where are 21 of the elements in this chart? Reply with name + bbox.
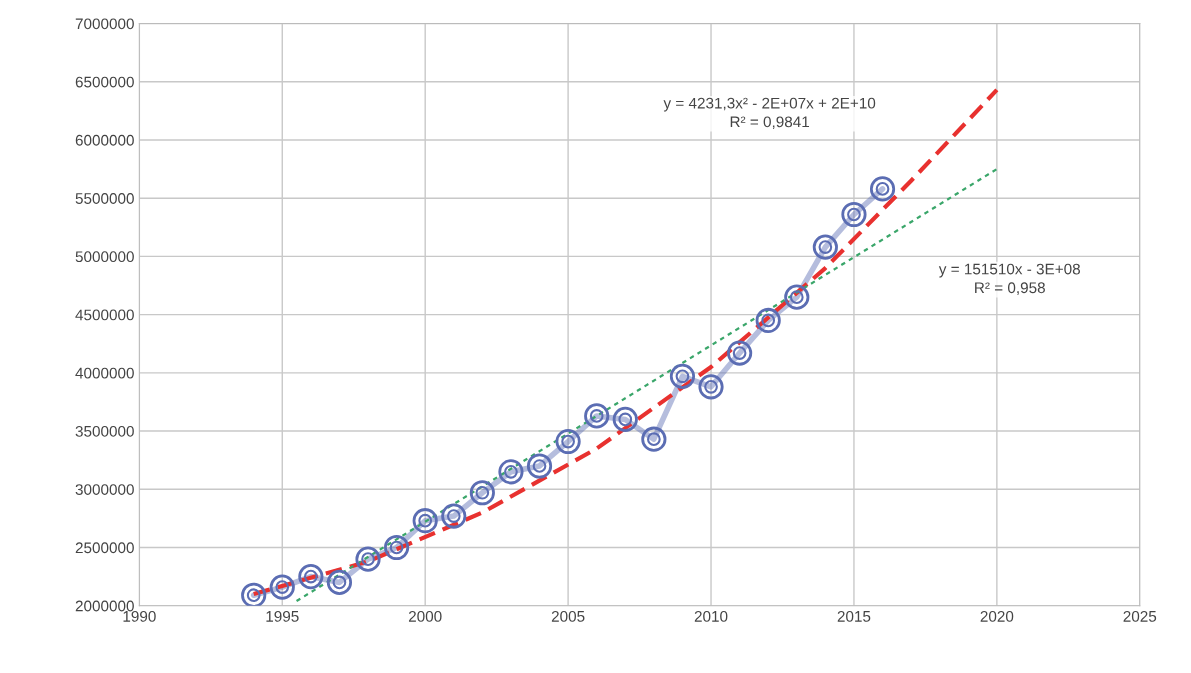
x-tick-label: 1990: [123, 610, 156, 622]
x-tick-label: 1995: [266, 610, 299, 622]
y-tick-label: 4500000: [75, 309, 134, 321]
x-tick-label: 2020: [980, 610, 1014, 622]
y-tick-label: 5000000: [75, 251, 134, 263]
annotation: y = 4231,3x² - 2E+07x + 2E+10 R² = 0,9841: [663, 97, 876, 130]
y-tick-label: 3000000: [75, 484, 134, 495]
y-tick-label: 7000000: [75, 18, 134, 30]
y-tick-label: 6000000: [75, 134, 134, 146]
x-tick-label: 2025: [1123, 610, 1157, 622]
x-tick-label: 2005: [551, 610, 585, 622]
y-tick-label: 5500000: [75, 193, 134, 204]
y-tick-label: 6500000: [75, 76, 134, 88]
x-tick-label: 2015: [837, 610, 871, 622]
y-tick-label: 3500000: [75, 425, 134, 437]
y-tick-label: 2000000: [75, 600, 134, 612]
y-tick-label: 4000000: [75, 367, 134, 379]
x-tick-label: 2000: [408, 610, 442, 622]
y-tick-label: 2500000: [75, 542, 134, 554]
annotation: y = 151510x - 3E+08 R² = 0,958: [938, 263, 1080, 295]
x-tick-label: 2010: [694, 610, 728, 622]
